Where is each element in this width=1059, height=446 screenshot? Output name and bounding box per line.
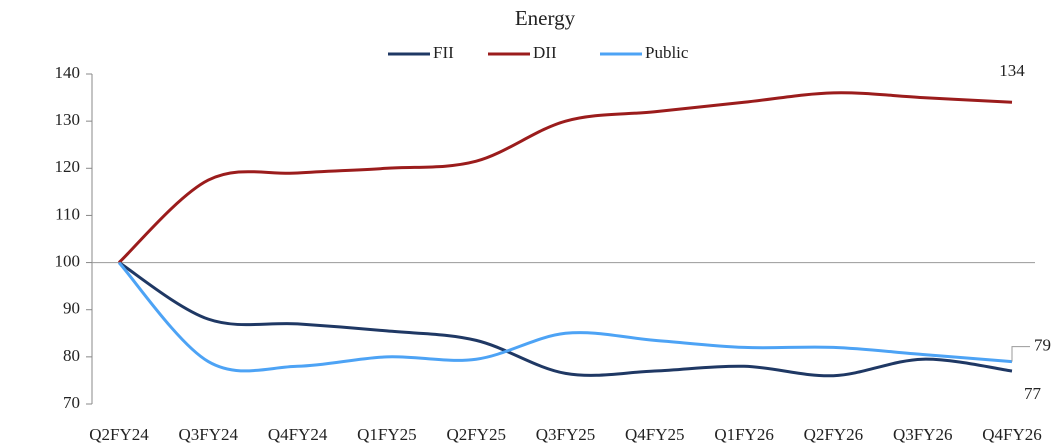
x-tick-label: Q3FY26 bbox=[893, 425, 953, 444]
series-line bbox=[118, 261, 1013, 378]
y-tick-label: 90 bbox=[63, 299, 80, 318]
y-tick-label: 80 bbox=[63, 346, 80, 365]
value-label: 79 bbox=[1034, 335, 1051, 354]
leader-line bbox=[1011, 346, 1030, 362]
x-tick-label: Q2FY24 bbox=[89, 425, 149, 444]
x-tick-label: Q2FY26 bbox=[804, 425, 864, 444]
y-tick-label: 130 bbox=[55, 110, 81, 129]
y-tick-label: 110 bbox=[55, 204, 80, 223]
x-tick-label: Q3FY25 bbox=[536, 425, 596, 444]
x-tick-label: Q3FY24 bbox=[179, 425, 239, 444]
x-tick-label: Q1FY26 bbox=[714, 425, 774, 444]
value-label: 134 bbox=[999, 61, 1025, 80]
legend-label: DII bbox=[533, 43, 557, 62]
x-tick-label: Q4FY24 bbox=[268, 425, 328, 444]
series-line bbox=[117, 91, 1013, 264]
chart-title: Energy bbox=[515, 6, 576, 30]
x-tick-label: Q4FY25 bbox=[625, 425, 685, 444]
y-tick-label: 100 bbox=[55, 251, 81, 270]
series-line bbox=[117, 261, 1013, 373]
legend-label: FII bbox=[433, 43, 454, 62]
x-tick-label: Q2FY25 bbox=[446, 425, 506, 444]
x-tick-label: Q1FY25 bbox=[357, 425, 417, 444]
y-tick-label: 140 bbox=[55, 63, 81, 82]
y-tick-label: 120 bbox=[55, 157, 81, 176]
value-label: 77 bbox=[1024, 384, 1042, 403]
y-tick-label: 70 bbox=[63, 393, 80, 412]
x-tick-label: Q4FY26 bbox=[982, 425, 1042, 444]
legend-label: Public bbox=[645, 43, 689, 62]
